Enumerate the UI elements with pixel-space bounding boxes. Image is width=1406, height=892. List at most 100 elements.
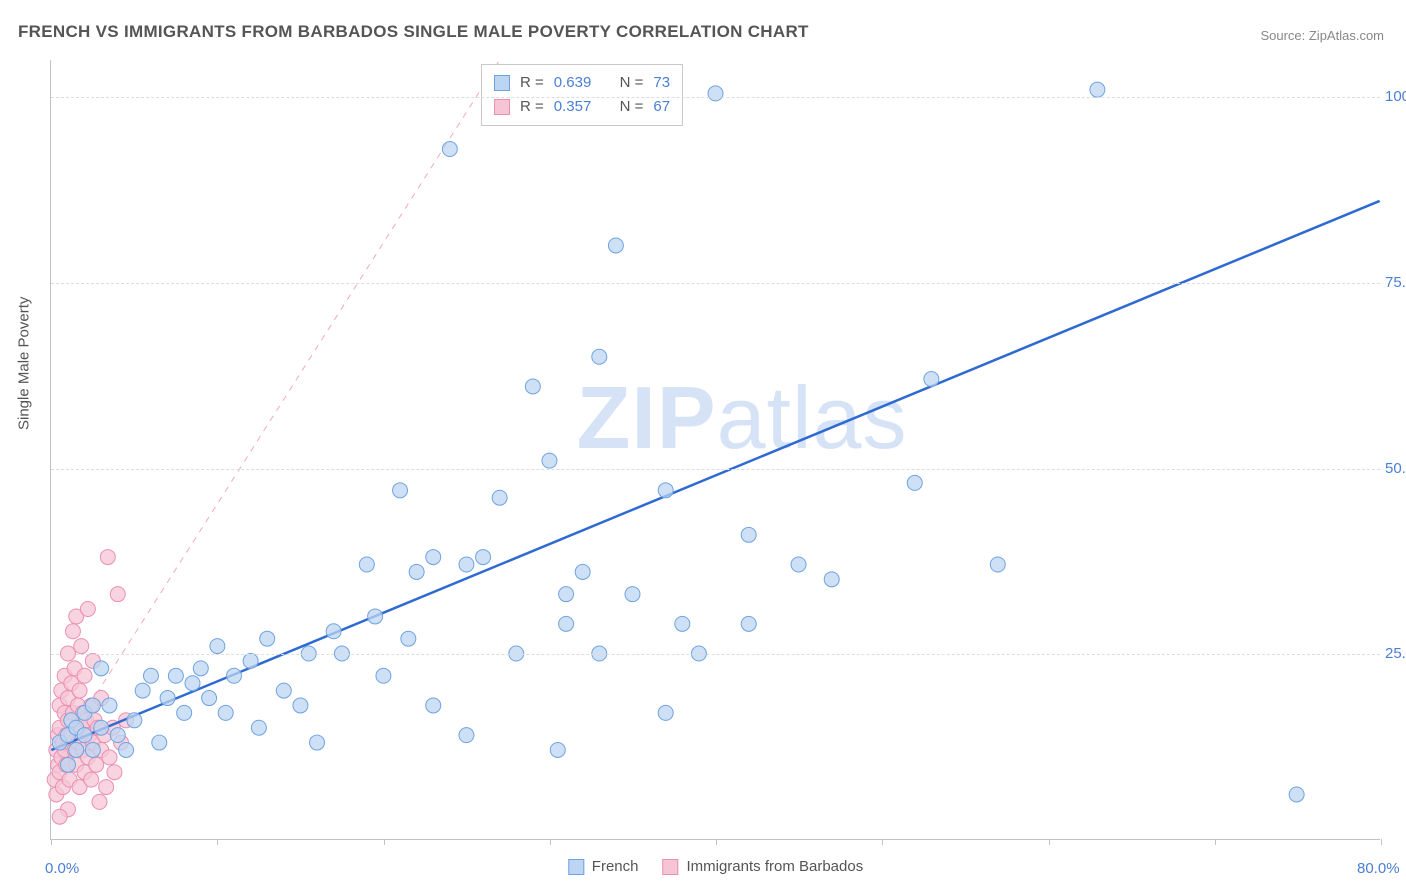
data-point: [94, 720, 109, 735]
data-point: [119, 742, 134, 757]
data-point: [227, 668, 242, 683]
source-label: Source: ZipAtlas.com: [1260, 28, 1384, 43]
data-point: [658, 705, 673, 720]
y-axis-label: Single Male Poverty: [16, 297, 33, 430]
swatch-french: [494, 75, 510, 91]
data-point: [409, 564, 424, 579]
data-point: [160, 691, 175, 706]
data-point: [426, 550, 441, 565]
data-point: [368, 609, 383, 624]
data-point: [110, 587, 125, 602]
x-tick-label: 0.0%: [45, 860, 79, 877]
data-point: [85, 698, 100, 713]
data-point: [127, 713, 142, 728]
data-point: [193, 661, 208, 676]
data-point: [310, 735, 325, 750]
data-point: [675, 616, 690, 631]
data-point: [185, 676, 200, 691]
x-tick-mark: [550, 839, 551, 845]
data-point: [102, 750, 117, 765]
data-point: [135, 683, 150, 698]
data-point: [924, 372, 939, 387]
stats-row-2: R = 0.357 N = 67: [494, 95, 670, 119]
n-value-1: 73: [653, 71, 670, 95]
n-label-2: N =: [620, 95, 644, 119]
r-value-1: 0.639: [554, 71, 592, 95]
x-tick-mark: [384, 839, 385, 845]
data-point: [260, 631, 275, 646]
data-point: [168, 668, 183, 683]
x-tick-mark: [1049, 839, 1050, 845]
data-point: [77, 668, 92, 683]
data-point: [276, 683, 291, 698]
data-point: [60, 757, 75, 772]
x-tick-mark: [217, 839, 218, 845]
data-point: [658, 483, 673, 498]
gridline-h: [51, 654, 1380, 655]
swatch-barbados: [494, 99, 510, 115]
gridline-h: [51, 283, 1380, 284]
data-point: [393, 483, 408, 498]
data-point: [152, 735, 167, 750]
x-tick-mark: [882, 839, 883, 845]
data-point: [326, 624, 341, 639]
data-point: [100, 550, 115, 565]
data-point: [143, 668, 158, 683]
stats-row-1: R = 0.639 N = 73: [494, 71, 670, 95]
data-point: [401, 631, 416, 646]
data-point: [89, 757, 104, 772]
n-label: N =: [620, 71, 644, 95]
data-point: [94, 661, 109, 676]
x-tick-mark: [51, 839, 52, 845]
x-tick-label: 80.0%: [1357, 860, 1400, 877]
data-point: [69, 742, 84, 757]
data-point: [65, 624, 80, 639]
data-point: [741, 527, 756, 542]
legend-swatch-french: [568, 859, 584, 875]
data-point: [218, 705, 233, 720]
data-point: [110, 728, 125, 743]
data-point: [293, 698, 308, 713]
legend-label-french: French: [592, 858, 639, 875]
data-point: [1289, 787, 1304, 802]
n-value-2: 67: [653, 95, 670, 119]
y-tick-label: 25.0%: [1385, 645, 1406, 662]
data-point: [359, 557, 374, 572]
y-tick-label: 50.0%: [1385, 460, 1406, 477]
chart-svg: [51, 60, 1380, 839]
data-point: [426, 698, 441, 713]
stats-box: R = 0.639 N = 73 R = 0.357 N = 67: [481, 64, 683, 126]
data-point: [251, 720, 266, 735]
r-label: R =: [520, 71, 544, 95]
data-point: [202, 691, 217, 706]
data-point: [442, 142, 457, 157]
data-point: [52, 809, 67, 824]
r-value-2: 0.357: [554, 95, 592, 119]
data-point: [99, 780, 114, 795]
data-point: [243, 653, 258, 668]
data-point: [492, 490, 507, 505]
data-point: [990, 557, 1005, 572]
data-point: [791, 557, 806, 572]
y-tick-label: 100.0%: [1385, 88, 1406, 105]
data-point: [92, 794, 107, 809]
data-point: [559, 616, 574, 631]
y-tick-label: 75.0%: [1385, 274, 1406, 291]
data-point: [84, 772, 99, 787]
gridline-h: [51, 97, 1380, 98]
chart-title: FRENCH VS IMMIGRANTS FROM BARBADOS SINGL…: [18, 22, 809, 42]
data-point: [1090, 82, 1105, 97]
data-point: [476, 550, 491, 565]
data-point: [72, 683, 87, 698]
data-point: [459, 557, 474, 572]
data-point: [177, 705, 192, 720]
trend-line: [51, 60, 499, 765]
data-point: [741, 616, 756, 631]
data-point: [608, 238, 623, 253]
plot-area: ZIPatlas R = 0.639 N = 73 R = 0.357 N = …: [50, 60, 1380, 840]
bottom-legend: French Immigrants from Barbados: [568, 858, 863, 875]
data-point: [525, 379, 540, 394]
data-point: [74, 639, 89, 654]
legend-item-french: French: [568, 858, 639, 875]
data-point: [77, 728, 92, 743]
